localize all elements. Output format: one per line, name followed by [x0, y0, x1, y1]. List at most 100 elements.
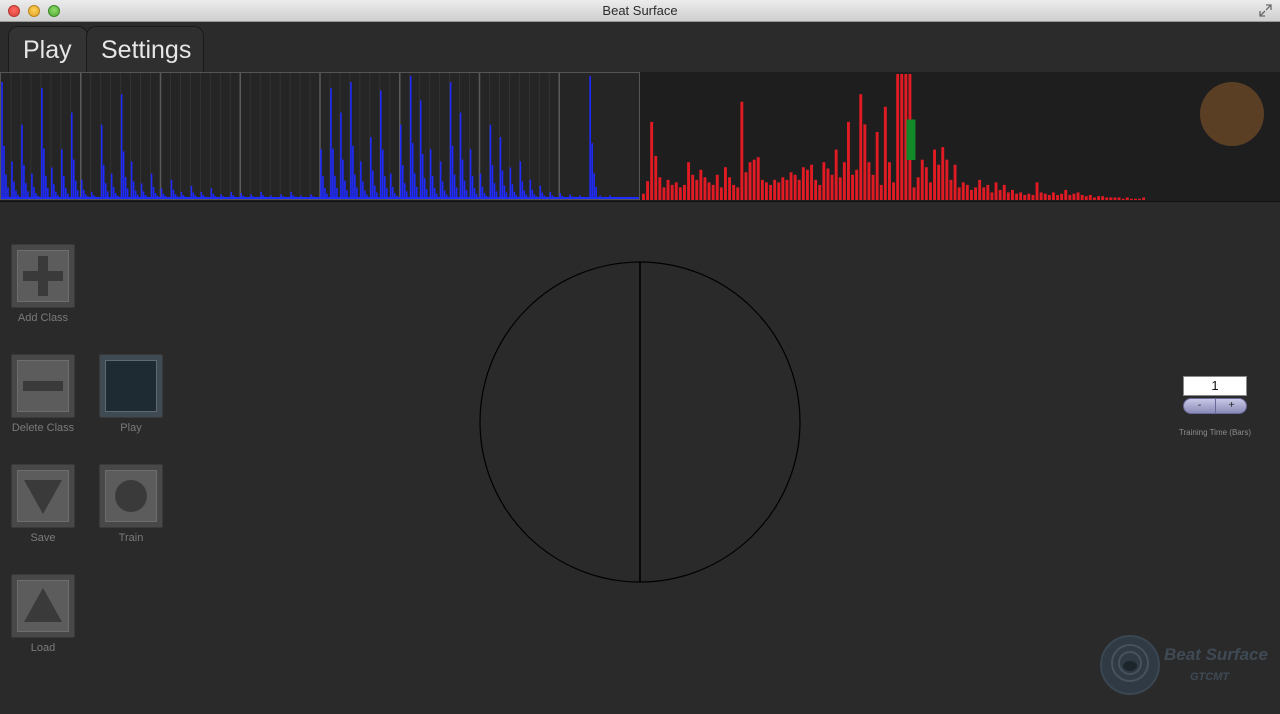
spectrum-bin [920, 159, 924, 200]
waveform-display [0, 72, 640, 200]
spectrum-bin [781, 177, 785, 200]
spectrum-bin [1097, 196, 1100, 200]
training-time-stepper[interactable]: - + [1183, 398, 1247, 414]
spectrum-bin [658, 177, 662, 200]
level-indicator [1200, 82, 1264, 146]
load-label: Load [30, 642, 56, 654]
spectrum-bin [793, 174, 797, 200]
spectrum-bin [818, 184, 822, 200]
spectrum-bin [957, 187, 961, 200]
spectrum-bin [683, 184, 686, 200]
spectrum-bin [1039, 192, 1043, 200]
spectrum-bin [719, 187, 723, 200]
spectrum-bin [748, 162, 752, 200]
spectrum-bin [900, 74, 904, 200]
spectrum-bin [990, 192, 994, 200]
spectrum-bin [875, 131, 879, 200]
audio-visualizer [0, 72, 1280, 202]
spectrum-bin [1138, 198, 1141, 200]
spectrum-bin [1076, 192, 1080, 200]
up-triangle-icon [17, 580, 69, 632]
training-time-decrement-button[interactable]: - [1184, 399, 1216, 413]
spectrum-bin [1056, 194, 1059, 200]
spectrum-bin [707, 182, 711, 200]
plus-icon [17, 250, 69, 302]
spectrum-bin [691, 174, 695, 200]
spectrum-bin [728, 177, 731, 200]
add-class-button[interactable] [11, 244, 75, 308]
spectrum-bin [1031, 194, 1035, 200]
spectrum-bin [916, 177, 920, 200]
spectrum-bin [642, 193, 645, 200]
spectrum-bin [1064, 189, 1068, 200]
spectrum-bin [1105, 197, 1109, 200]
spectrum-bin [678, 187, 682, 200]
spectrum-bin [744, 172, 748, 200]
beat-surface-circle[interactable] [479, 261, 801, 583]
spectrum-bin [654, 155, 658, 200]
window-title: Beat Surface [602, 3, 678, 18]
spectrum-bin [847, 121, 850, 200]
spectrum-bin [756, 157, 760, 200]
fullscreen-icon[interactable] [1259, 4, 1272, 17]
spectrum-bin [711, 184, 715, 200]
spectrum-bin [785, 179, 789, 200]
spectrum-bin [941, 147, 945, 200]
spectrum-bin [810, 164, 813, 200]
train-button[interactable] [99, 464, 163, 528]
close-window-button[interactable] [8, 5, 20, 17]
spectrum-bin [965, 184, 969, 200]
tab-settings[interactable]: Settings [86, 26, 204, 72]
spectrum-bin [859, 94, 863, 200]
training-time-increment-button[interactable]: + [1228, 400, 1235, 411]
spectrum-bin [662, 187, 666, 200]
spectrum-bin [937, 164, 941, 200]
spectrum-bin [924, 167, 928, 200]
beat-surface-logo-icon [1100, 635, 1160, 695]
spectrum-highlight [906, 119, 916, 160]
delete-class-button[interactable] [11, 354, 75, 418]
training-time-field[interactable]: 1 [1183, 376, 1247, 396]
title-bar: Beat Surface [0, 0, 1280, 22]
spectrum-bin [740, 101, 744, 200]
spectrum-bin [961, 182, 965, 200]
spectrum-bin [1047, 194, 1051, 200]
save-button[interactable] [11, 464, 75, 528]
spectrum-bin [732, 184, 736, 200]
spectrum-bin [650, 121, 654, 200]
play-button[interactable] [99, 354, 163, 418]
spectrum-bin [715, 174, 719, 200]
minimize-window-button[interactable] [28, 5, 40, 17]
spectrum-display [642, 74, 1146, 200]
spectrum-bin [1134, 198, 1137, 200]
spectrum-bin [814, 179, 818, 200]
spectrum-bin [929, 182, 932, 200]
spectrum-bin [806, 169, 809, 200]
spectrum-bin [867, 162, 871, 200]
spectrum-bin [769, 184, 772, 200]
spectrum-bin [1006, 192, 1010, 200]
spectrum-bin [1117, 197, 1121, 200]
spectrum-bin [896, 74, 900, 200]
spectrum-bin [1015, 193, 1018, 200]
spectrum-bin [994, 182, 998, 200]
load-button[interactable] [11, 574, 75, 638]
tab-play[interactable]: Play [8, 26, 88, 72]
spectrum-bin [842, 162, 846, 200]
spectrum-bin [666, 179, 670, 200]
stop-square-icon [105, 360, 157, 412]
train-label: Train [118, 532, 144, 544]
spectrum-bin [879, 184, 883, 200]
spectrum-bin [724, 167, 727, 200]
spectrum-bin [838, 177, 842, 200]
zoom-window-button[interactable] [48, 5, 60, 17]
down-triangle-icon [17, 470, 69, 522]
spectrum-bin [1125, 197, 1129, 200]
spectrum-bin [1113, 197, 1117, 200]
spectrum-bin [970, 189, 973, 200]
spectrum-bin [1023, 194, 1027, 200]
spectrum-bin [777, 182, 781, 200]
spectrum-bin [1011, 189, 1014, 200]
spectrum-bin [760, 179, 764, 200]
spectrum-bin [834, 149, 838, 200]
